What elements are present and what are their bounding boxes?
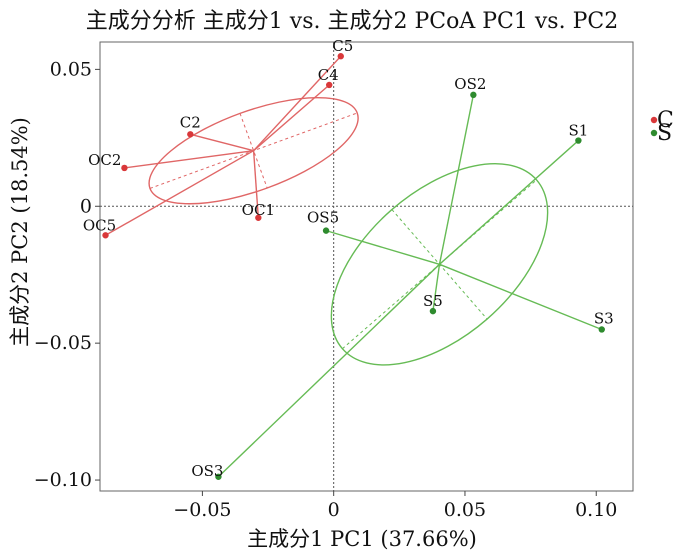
series-group-C: C5 C4 C2 OC2 OC1 OC5	[83, 37, 359, 239]
spoke-line-c2	[190, 133, 254, 152]
data-point-oc1	[255, 214, 262, 221]
legend-label-s: S	[657, 121, 672, 146]
point-label-os3: OS3	[191, 462, 223, 480]
data-point-oc5	[102, 232, 109, 239]
data-point-s3	[598, 326, 605, 333]
x-tick-label: 0.10	[575, 499, 617, 521]
point-label-c4: C4	[318, 66, 339, 84]
spoke-line-oc5	[105, 150, 254, 236]
point-label-oc2: OC2	[88, 151, 121, 169]
spoke-line-oc2	[124, 149, 254, 169]
spoke-line-oc1	[252, 150, 260, 218]
spoke-line-s1	[439, 140, 579, 265]
point-label-oc5: OC5	[83, 216, 116, 234]
data-point-os5	[322, 227, 330, 234]
data-point-c4	[326, 81, 333, 89]
data-point-c5	[337, 53, 344, 60]
spoke-line-c4	[253, 84, 330, 152]
spoke-line-s3	[439, 263, 603, 331]
y-tick-label: 0.05	[50, 58, 92, 80]
y-axis-title: 主成分2 PC2 (18.54%)	[8, 117, 32, 347]
point-label-s5: S5	[423, 292, 443, 310]
chart-title: 主成分分析 主成分1 vs. 主成分2 PCoA PC1 vs. PC2	[86, 9, 618, 34]
legend-marker-c	[650, 116, 658, 124]
series-group-S: OS2 S1 OS5 S5 S3 OS3	[191, 75, 614, 480]
x-axis-title: 主成分1 PC1 (37.66%)	[247, 527, 477, 551]
data-point-c2	[187, 131, 194, 138]
legend: CS	[650, 108, 674, 146]
legend-label-c: C	[657, 108, 674, 133]
point-label-s3: S3	[594, 309, 614, 327]
point-label-os5: OS5	[307, 209, 339, 227]
data-point-oc2	[121, 164, 128, 172]
data-point-os3	[215, 473, 222, 480]
data-point-s5	[429, 307, 437, 315]
plot-frame	[99, 41, 634, 492]
point-label-c5: C5	[332, 37, 353, 55]
spoke-line-c5	[253, 55, 342, 152]
x-tick-label: 0	[328, 499, 340, 521]
x-tick-label: 0.05	[444, 499, 486, 521]
ellipse-minor-axis	[239, 113, 268, 189]
spoke-line-s5	[432, 264, 441, 312]
point-label-os2: OS2	[454, 75, 486, 93]
point-label-s1: S1	[568, 122, 588, 140]
y-tick-label: −0.05	[34, 332, 92, 354]
spoke-line-os2	[438, 94, 475, 265]
data-point-os2	[470, 91, 477, 99]
plot-area: −0.05 0 0.05 0.10 0.05 0 −0.05 −0.10 C5 C4 C2 OC2 OC…	[34, 37, 633, 521]
point-label-c2: C2	[180, 113, 201, 131]
point-label-oc1: OC1	[242, 201, 275, 219]
spoke-line-os5	[325, 229, 440, 265]
spoke-line-os3	[217, 263, 440, 478]
y-tick-label: 0	[80, 195, 92, 217]
data-point-s1	[575, 137, 582, 144]
y-tick-label: −0.10	[34, 469, 92, 491]
legend-marker-s	[650, 129, 658, 137]
x-tick-label: −0.05	[173, 499, 231, 521]
